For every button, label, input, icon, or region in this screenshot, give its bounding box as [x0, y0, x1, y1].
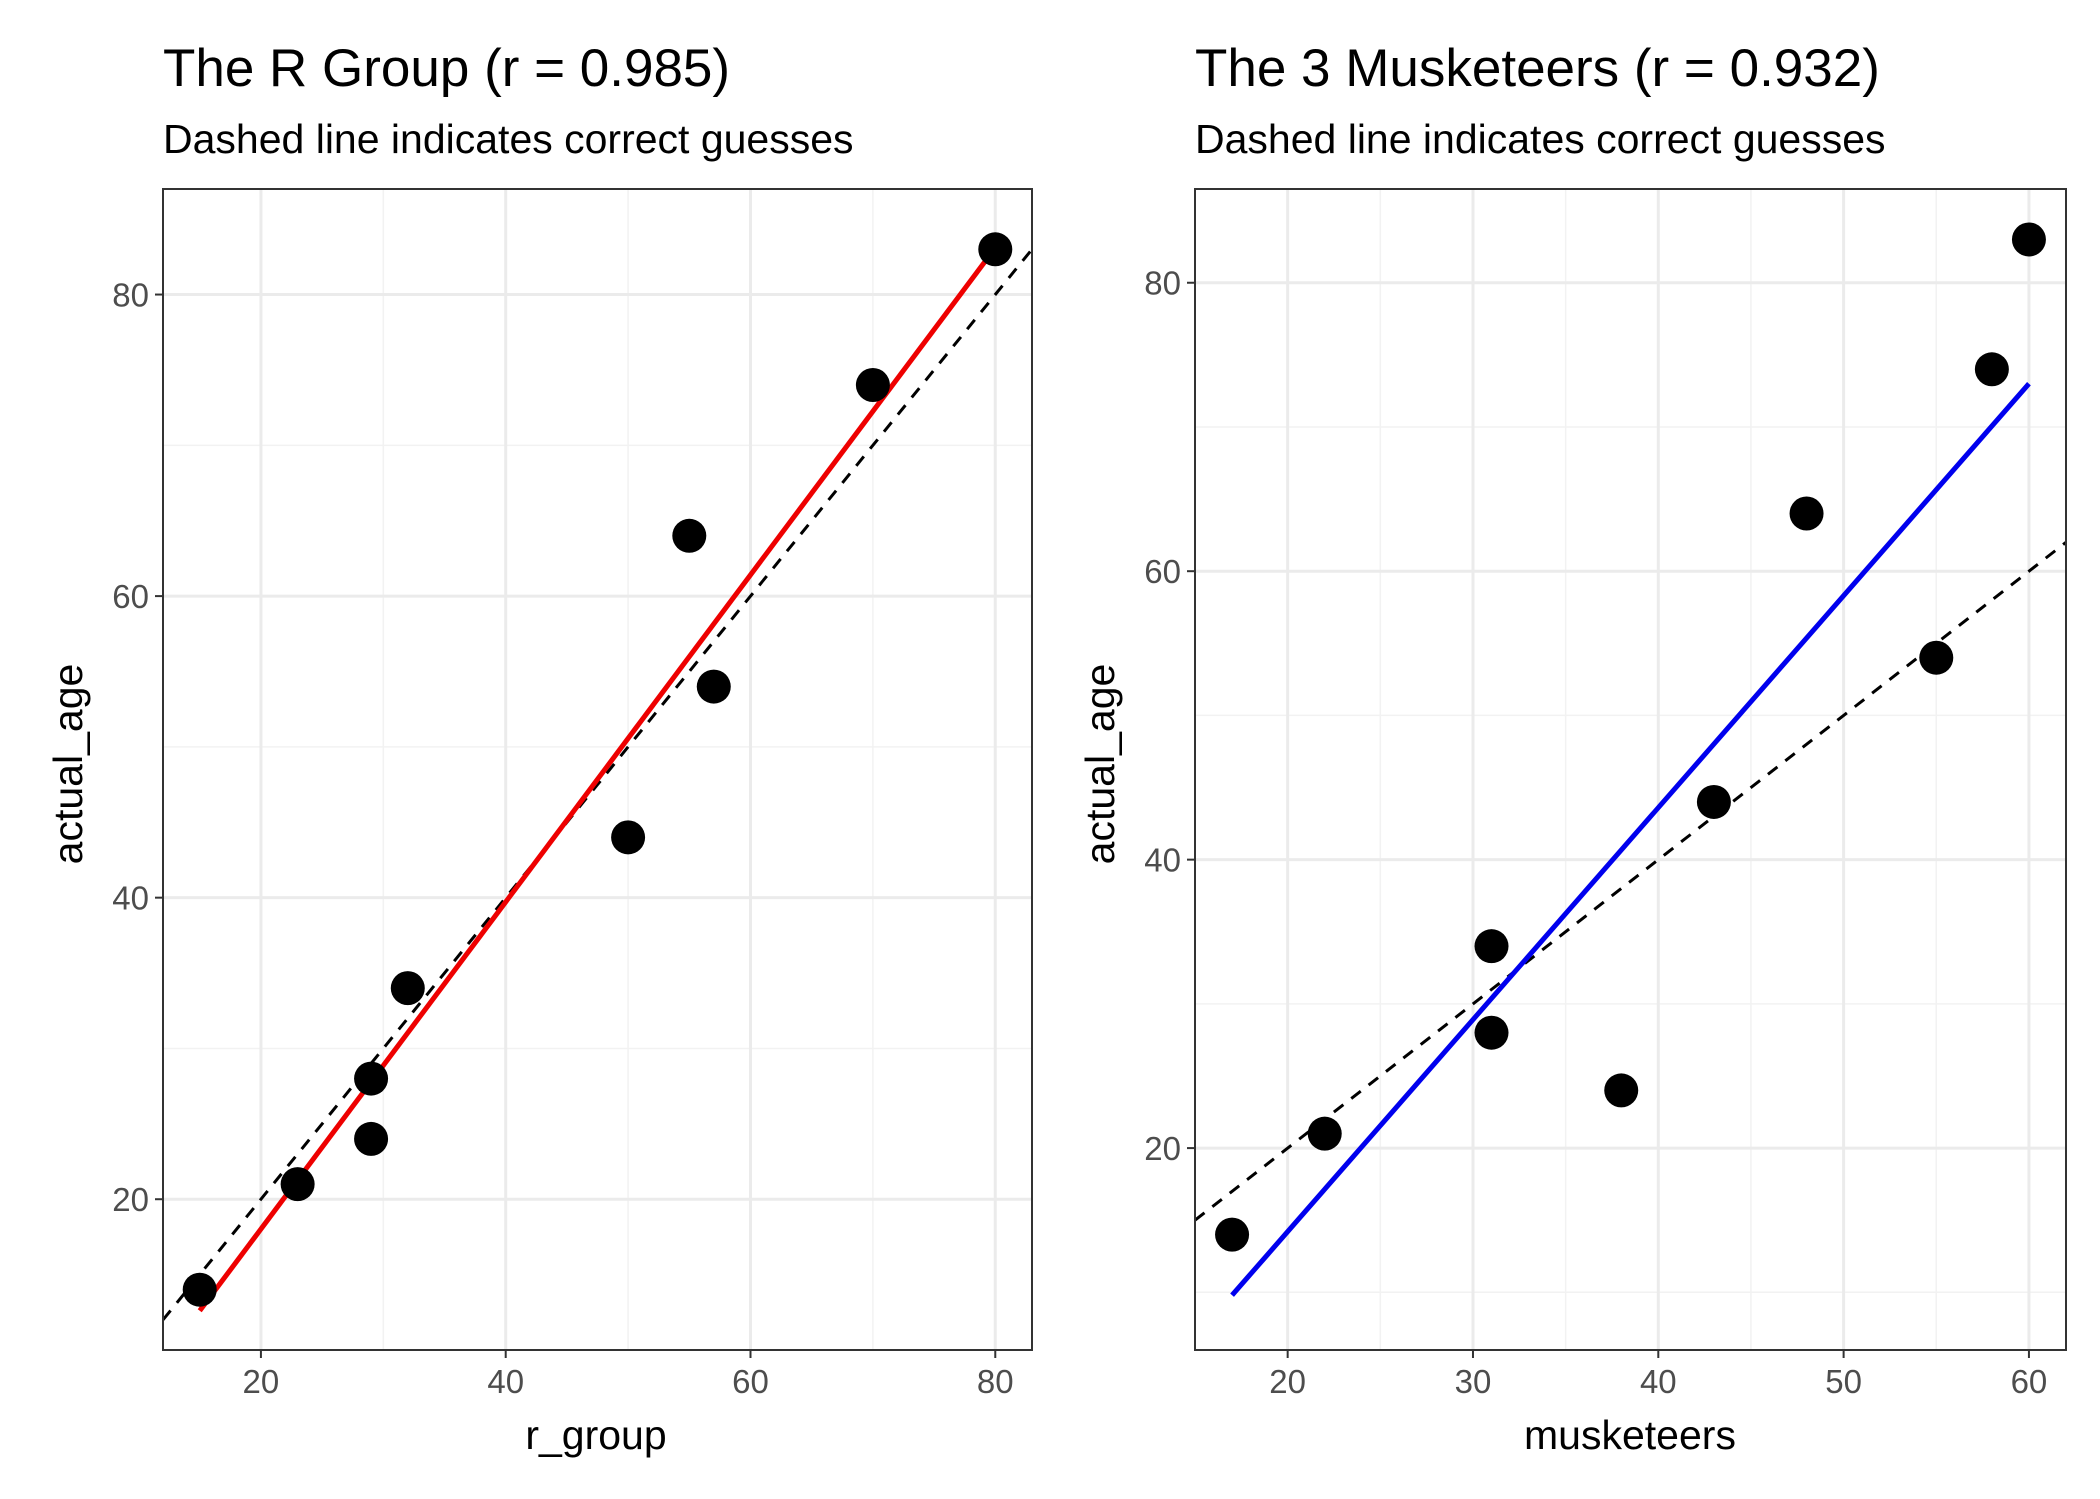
- data-point: [390, 971, 425, 1006]
- x-tick-label: 20: [243, 1363, 280, 1400]
- chart-subtitle: Dashed line indicates correct guesses: [1195, 116, 1886, 162]
- data-point: [696, 669, 731, 704]
- reference-line: [1195, 541, 2066, 1222]
- data-point: [611, 820, 646, 855]
- data-point: [1696, 784, 1731, 819]
- data-point: [1919, 640, 1954, 675]
- data-point: [280, 1167, 315, 1202]
- data-point: [1789, 496, 1824, 531]
- data-point: [672, 518, 707, 553]
- y-tick-label: 20: [1144, 1130, 1181, 1167]
- chart-title: The 3 Musketeers (r = 0.932): [1195, 39, 1880, 98]
- x-tick-label: 60: [2011, 1363, 2048, 1400]
- data-point: [1307, 1116, 1342, 1151]
- y-tick-label: 60: [112, 578, 149, 615]
- fit-line: [1230, 382, 2031, 1297]
- chart-panel-r-group: The R Group (r = 0.985) Dashed line indi…: [45, 39, 1033, 1458]
- chart-svg: The 3 Musketeers (r = 0.932) Dashed line…: [1077, 39, 2067, 1458]
- y-tick-label: 80: [112, 277, 149, 314]
- x-tick-label: 50: [1825, 1363, 1862, 1400]
- x-tick-label: 80: [977, 1363, 1014, 1400]
- plot-area: [163, 189, 1032, 1350]
- chart-title: The R Group (r = 0.985): [163, 39, 730, 98]
- reference-line: [163, 248, 1032, 1321]
- data-point: [354, 1061, 389, 1096]
- chart-subtitle: Dashed line indicates correct guesses: [163, 116, 854, 162]
- plot-border: [1194, 188, 2067, 1351]
- data-point: [2011, 222, 2046, 257]
- data-point: [1604, 1073, 1639, 1108]
- chart-svg: The R Group (r = 0.985) Dashed line indi…: [45, 39, 1033, 1458]
- fit-line: [197, 246, 998, 1313]
- data-point: [978, 232, 1013, 267]
- x-axis-title: r_group: [525, 1412, 666, 1458]
- y-tick-label: 40: [1144, 842, 1181, 879]
- y-tick-label: 80: [1144, 265, 1181, 302]
- data-point: [855, 368, 890, 403]
- data-point: [1474, 1015, 1509, 1050]
- plot-area: [1195, 189, 2066, 1350]
- x-tick-label: 40: [487, 1363, 524, 1400]
- y-axis-title: actual_age: [1077, 664, 1123, 865]
- data-point: [1974, 352, 2009, 387]
- plot-border: [162, 188, 1033, 1351]
- x-tick-label: 30: [1455, 1363, 1492, 1400]
- y-tick-label: 60: [1144, 553, 1181, 590]
- chart-panel-musketeers: The 3 Musketeers (r = 0.932) Dashed line…: [1050, 0, 2100, 1499]
- data-point: [1474, 929, 1509, 964]
- y-axis-title: actual_age: [45, 664, 91, 865]
- x-tick-label: 20: [1269, 1363, 1306, 1400]
- y-tick-label: 40: [112, 880, 149, 917]
- y-tick-label: 20: [112, 1181, 149, 1218]
- x-tick-label: 60: [732, 1363, 769, 1400]
- x-axis-title: musketeers: [1524, 1412, 1736, 1458]
- x-tick-label: 40: [1640, 1363, 1677, 1400]
- data-point: [1215, 1217, 1250, 1252]
- data-point: [182, 1272, 217, 1307]
- data-point: [354, 1121, 389, 1156]
